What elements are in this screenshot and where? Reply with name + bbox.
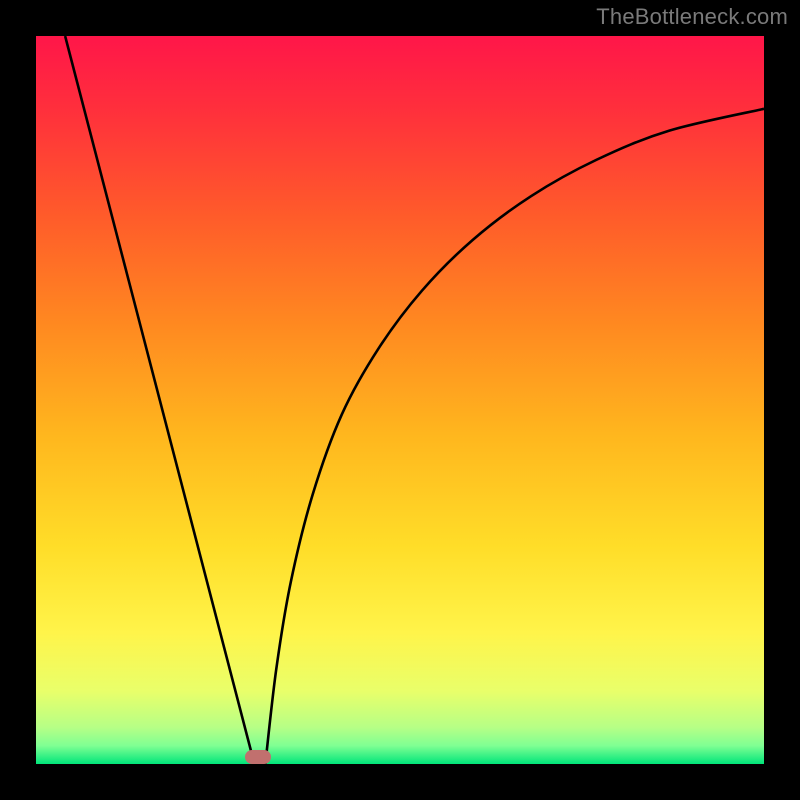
bottleneck-marker: [245, 750, 271, 764]
watermark-text: TheBottleneck.com: [596, 4, 788, 30]
chart-plot-area: [36, 36, 764, 764]
chart-svg: [36, 36, 764, 764]
chart-background: [36, 36, 764, 764]
